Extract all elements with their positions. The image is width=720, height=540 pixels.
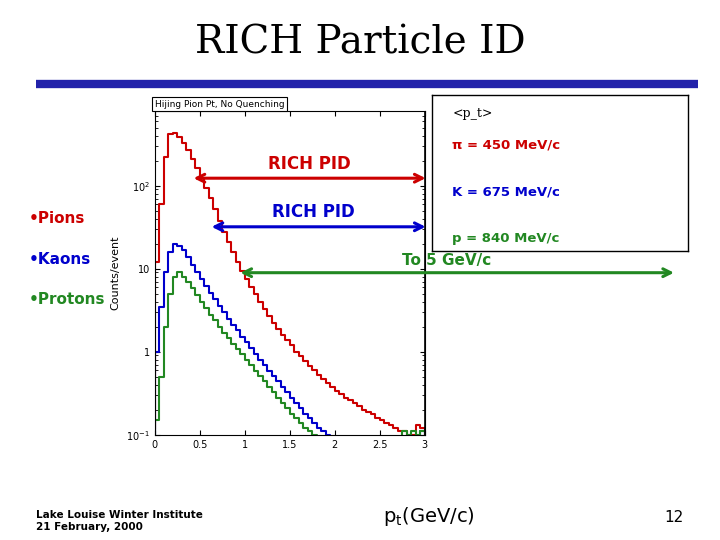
Text: RICH PID: RICH PID bbox=[272, 204, 354, 221]
Text: Hijing Pion Pt, No Quenching: Hijing Pion Pt, No Quenching bbox=[155, 99, 284, 109]
Text: K = 675 MeV/c: K = 675 MeV/c bbox=[452, 185, 560, 198]
Text: RICH Particle ID: RICH Particle ID bbox=[194, 24, 526, 62]
Text: Lake Louise Winter Institute
21 February, 2000: Lake Louise Winter Institute 21 February… bbox=[36, 510, 203, 532]
Text: •Protons: •Protons bbox=[29, 292, 105, 307]
Text: π = 450 MeV/c: π = 450 MeV/c bbox=[452, 138, 561, 151]
Text: RICH PID: RICH PID bbox=[269, 155, 351, 173]
Text: •Pions: •Pions bbox=[29, 211, 85, 226]
Text: $\mathsf{p_t(GeV/c)}$: $\mathsf{p_t(GeV/c)}$ bbox=[382, 505, 474, 528]
Text: To 5 GeV/c: To 5 GeV/c bbox=[402, 253, 491, 268]
Text: 12: 12 bbox=[665, 510, 684, 525]
Text: p = 840 MeV/c: p = 840 MeV/c bbox=[452, 232, 560, 245]
Text: •Kaons: •Kaons bbox=[29, 252, 91, 267]
Y-axis label: Counts/event: Counts/event bbox=[111, 235, 120, 310]
Text: <p_t>: <p_t> bbox=[452, 107, 492, 120]
